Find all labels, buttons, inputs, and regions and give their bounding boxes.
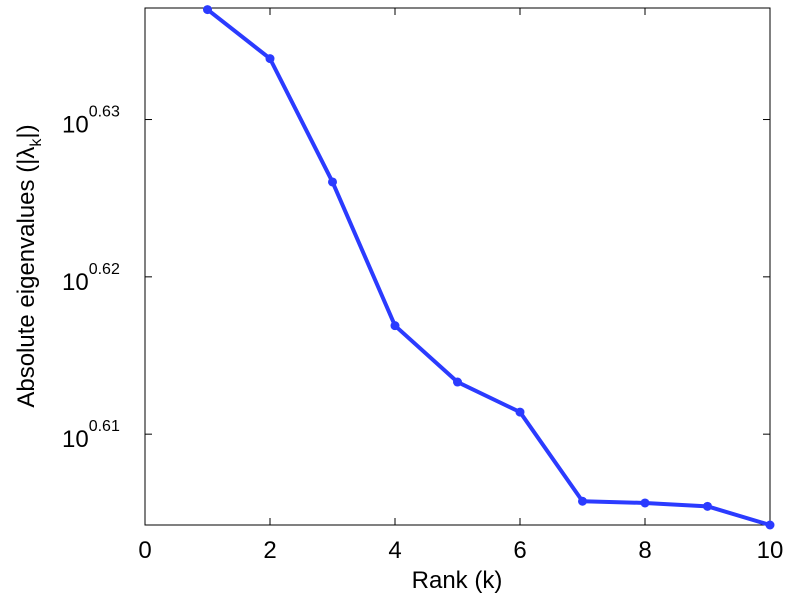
x-tick-label: 4	[388, 537, 401, 564]
series-line	[206, 8, 771, 527]
data-point	[765, 520, 775, 530]
data-point	[453, 377, 462, 387]
data-point	[640, 498, 650, 508]
x-tick-label: 8	[638, 537, 651, 564]
x-tick-label: 2	[263, 537, 276, 564]
x-tick-label: 0	[138, 537, 151, 564]
data-point	[578, 496, 587, 506]
y-tick-label: 100.62	[62, 261, 120, 296]
data-point	[515, 407, 525, 417]
data-point	[703, 501, 712, 511]
y-axis-label: Absolute eigenvalues (|λk|)	[13, 124, 45, 407]
y-tick-label: 100.63	[62, 104, 120, 139]
data-point	[328, 177, 337, 187]
x-tick-label: 10	[757, 537, 784, 564]
data-point	[390, 321, 400, 331]
x-tick-label: 6	[513, 537, 526, 564]
data-point	[265, 54, 275, 64]
plot-area	[144, 7, 771, 526]
x-axis-label: Rank (k)	[412, 567, 503, 594]
y-tick-label: 100.61	[62, 418, 120, 453]
data-point	[203, 5, 212, 15]
